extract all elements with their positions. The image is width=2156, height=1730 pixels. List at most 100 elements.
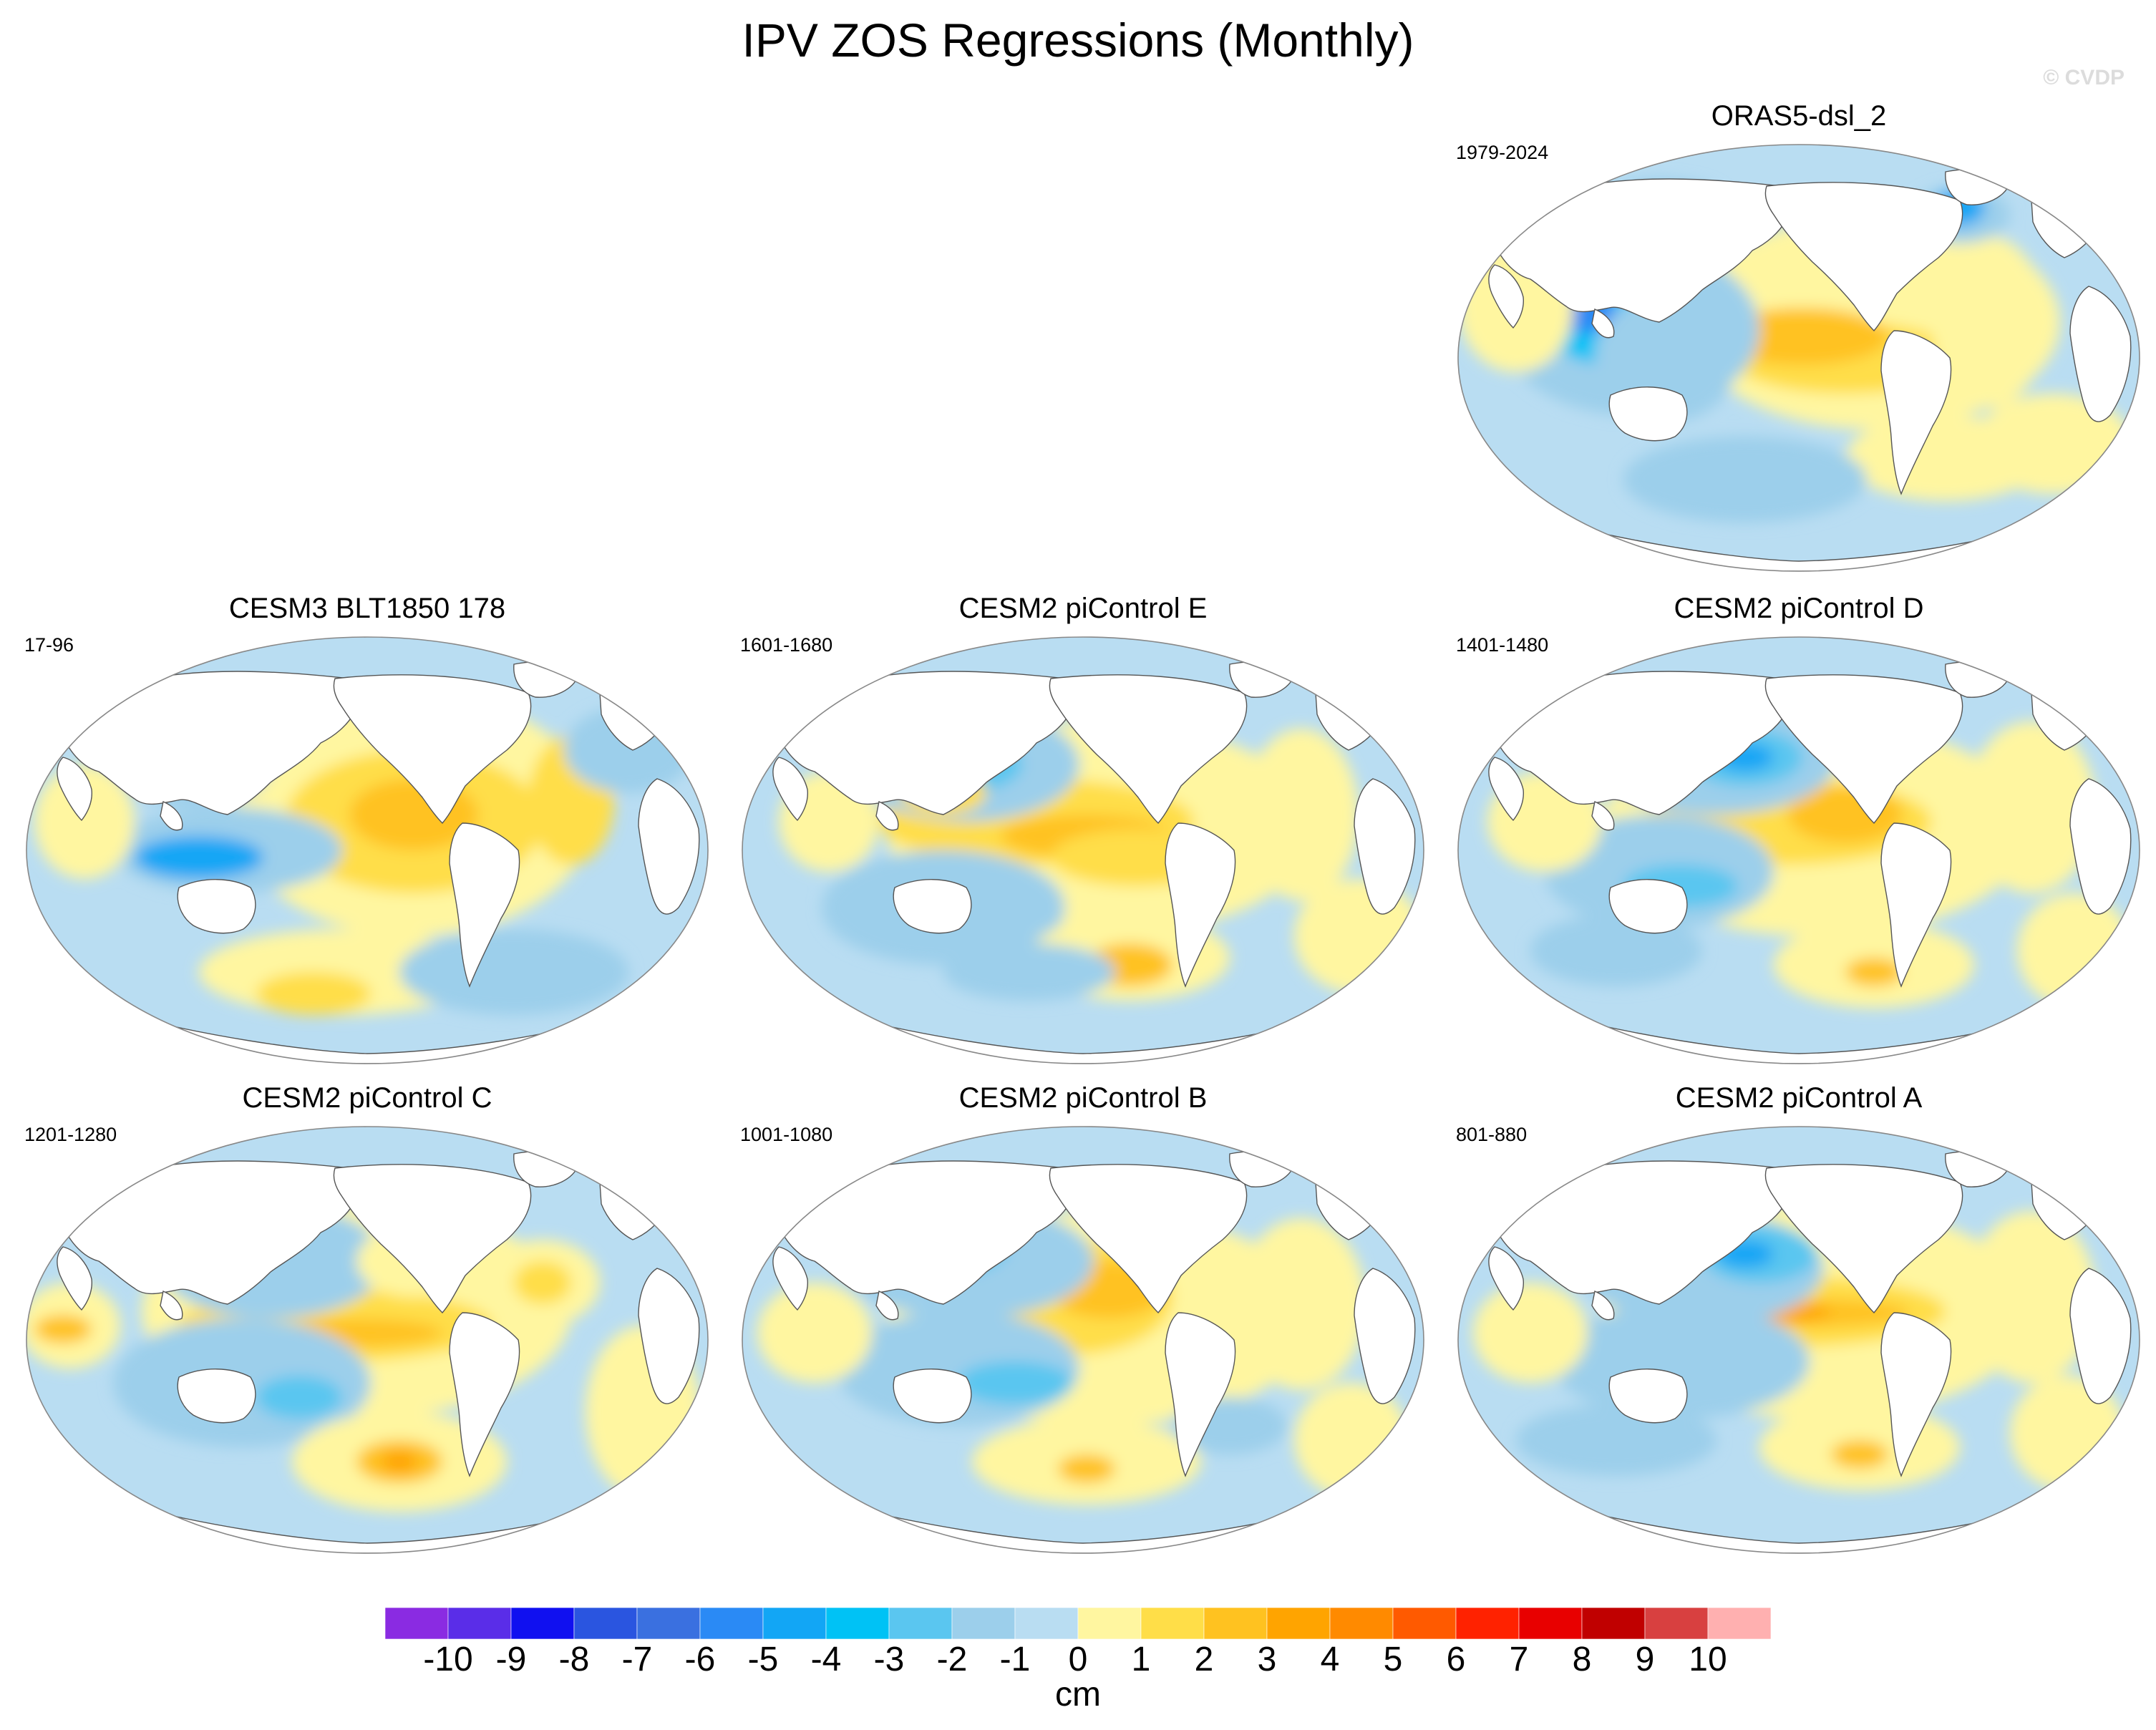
anomaly-contour: [1516, 1404, 1716, 1476]
colorbar-tick-label: -2: [937, 1641, 968, 1672]
map-panel-orass5: ORAS5-dsl_2 1979-2024: [1444, 100, 2153, 573]
anomaly-contour: [382, 1451, 417, 1472]
panel-title: CESM2 piControl B: [958, 1082, 1208, 1114]
anomaly-contour: [1967, 1211, 2096, 1383]
robinson-map: [26, 636, 709, 1064]
anomaly-contour: [1845, 415, 2046, 501]
panel-title: ORAS5-dsl_2: [1711, 100, 1887, 132]
continent-asia: [62, 1160, 359, 1305]
anomaly-contour: [34, 1315, 92, 1343]
colorbar-box: [636, 1608, 701, 1640]
robinson-map: [1457, 144, 2140, 572]
colorbar-box: [1140, 1608, 1205, 1640]
colorbar-tick-label: 8: [1573, 1641, 1592, 1672]
continent-africa: [2069, 778, 2132, 915]
colorbar-tick-label: 5: [1384, 1641, 1403, 1672]
continent-africa: [2069, 1268, 2132, 1404]
colorbar-tick-label: -10: [423, 1641, 472, 1672]
map-panel-pic-c: CESM2 piControl C 1201-1280: [13, 1082, 722, 1555]
continent-australia: [893, 879, 972, 934]
colorbar-units-label: cm: [1055, 1676, 1101, 1714]
anomaly-contour: [1058, 1454, 1115, 1483]
colorbar-box: [951, 1608, 1016, 1640]
colorbar-box: [1707, 1608, 1772, 1640]
continent-india: [1488, 1246, 1525, 1311]
colorbar-tick-label: -6: [685, 1641, 716, 1672]
colorbar-tick-label: 0: [1069, 1641, 1088, 1672]
continent-samerica: [1165, 822, 1236, 988]
continent-india: [1488, 757, 1525, 822]
continent-samerica: [1880, 1312, 1952, 1477]
colorbar-box: [1518, 1608, 1583, 1640]
continent-seasia: [875, 801, 899, 831]
map-border: [1457, 144, 2140, 572]
continent-asia: [1494, 178, 1790, 323]
colorbar-box: [1203, 1608, 1268, 1640]
continent-asia: [1494, 1160, 1790, 1305]
continent-namerica: [333, 674, 532, 825]
continent-australia: [893, 1369, 972, 1424]
map-border: [26, 1126, 709, 1554]
colorbar-box: [888, 1608, 953, 1640]
panel-period: 801-880: [1456, 1124, 1528, 1145]
anomaly-contour: [399, 929, 628, 1015]
continent-samerica: [1880, 330, 1952, 495]
colorbar-tick-label: 9: [1636, 1641, 1655, 1672]
figure-title: IPV ZOS Regressions (Monthly): [742, 14, 1414, 67]
panel-title: CESM2 piControl D: [1674, 593, 1924, 624]
continent-seasia: [160, 1291, 183, 1321]
colorbar-tick-label: 3: [1258, 1641, 1277, 1672]
anomaly-contour: [1931, 236, 2046, 408]
continent-india: [57, 1246, 93, 1311]
continent-australia: [1608, 879, 1688, 934]
map-panel-pic-a: CESM2 piControl A 801-880: [1444, 1082, 2153, 1555]
colorbar-box: [1329, 1608, 1394, 1640]
colorbar-tick-label: -5: [748, 1641, 779, 1672]
continent-india: [57, 757, 93, 822]
colorbar-tick-label: -1: [1000, 1641, 1031, 1672]
anomaly-contour: [958, 1361, 1072, 1404]
continent-samerica: [1165, 1312, 1236, 1477]
continent-samerica: [449, 1312, 520, 1477]
map-border: [742, 636, 1424, 1064]
robinson-map: [26, 1126, 709, 1554]
map-border: [1457, 1126, 2140, 1554]
anomaly-contour: [514, 1261, 571, 1304]
anomaly-contour: [1237, 1218, 1366, 1390]
colorbar-tick-label: -7: [622, 1641, 653, 1672]
robinson-map: [742, 1126, 1424, 1554]
colorbar-tick-label: 4: [1321, 1641, 1340, 1672]
map-border: [26, 636, 709, 1064]
cvdp-watermark: © CVDP: [2043, 66, 2125, 89]
colorbar-box: [385, 1608, 449, 1640]
anomaly-contour: [943, 943, 1115, 1001]
colorbar-tick-label: -3: [874, 1641, 905, 1672]
continent-asia: [1494, 671, 1790, 815]
colorbar-box: [762, 1608, 827, 1640]
panel-period: 17-96: [24, 634, 74, 656]
anomaly-contour: [1716, 308, 1888, 365]
anomaly-contour: [256, 972, 371, 1015]
colorbar-box: [1581, 1608, 1646, 1640]
continent-africa: [638, 1268, 700, 1404]
colorbar-box: [1014, 1608, 1079, 1640]
continent-africa: [2069, 286, 2132, 422]
continent-namerica: [1049, 674, 1248, 825]
continent-seasia: [1591, 1291, 1615, 1321]
colorbar-tick-label: 7: [1510, 1641, 1529, 1672]
colorbar-tick-label: 2: [1195, 1641, 1214, 1672]
map-panel-cesm3: CESM3 BLT1850 178 17-96: [13, 593, 722, 1065]
colorbar-box: [510, 1608, 575, 1640]
colorbar-box: [1455, 1608, 1520, 1640]
robinson-map: [1457, 1126, 2140, 1554]
anomaly-contour: [135, 836, 263, 879]
map-panel-pic-e: CESM2 piControl E 1601-1680: [729, 593, 1437, 1065]
colorbar-tick-label: 10: [1689, 1641, 1727, 1672]
robinson-map: [1457, 636, 2140, 1064]
continent-australia: [177, 1369, 256, 1424]
continent-seasia: [1591, 801, 1615, 831]
colorbar-tick-label: 1: [1132, 1641, 1151, 1672]
map-panel-pic-b: CESM2 piControl B 1001-1080: [729, 1082, 1437, 1555]
continent-seasia: [875, 1291, 899, 1321]
colorbar-box: [1077, 1608, 1142, 1640]
